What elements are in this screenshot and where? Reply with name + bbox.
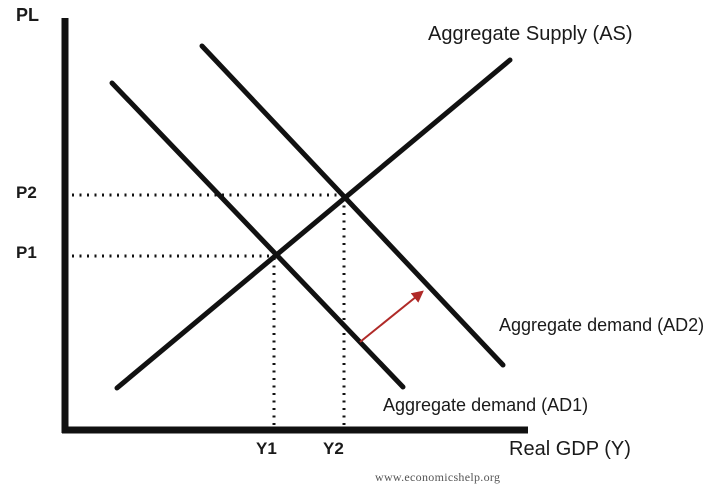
dotted-guides-group bbox=[72, 193, 346, 427]
ad1-curve-label: Aggregate demand (AD1) bbox=[383, 395, 589, 415]
x-axis-label: Real GDP (Y) bbox=[509, 438, 631, 460]
y2-label: Y2 bbox=[323, 439, 344, 458]
watermark: www.economicshelp.org bbox=[375, 470, 501, 484]
p1-label: P1 bbox=[16, 243, 37, 262]
p2-label: P2 bbox=[16, 183, 37, 202]
axes-group bbox=[61, 18, 528, 434]
ad1-curve-line bbox=[109, 80, 406, 390]
ad2-curve-line bbox=[199, 43, 506, 368]
curves-group bbox=[109, 43, 513, 391]
ad2-curve-label: Aggregate demand (AD2) bbox=[499, 315, 705, 335]
as-curve-label: Aggregate Supply (AS) bbox=[428, 23, 633, 45]
shift-arrow-group bbox=[359, 290, 424, 343]
as-curve-line bbox=[114, 57, 513, 391]
ad-shift-arrow bbox=[359, 290, 424, 343]
y-axis-label: PL bbox=[16, 5, 40, 25]
y1-label: Y1 bbox=[256, 439, 277, 458]
